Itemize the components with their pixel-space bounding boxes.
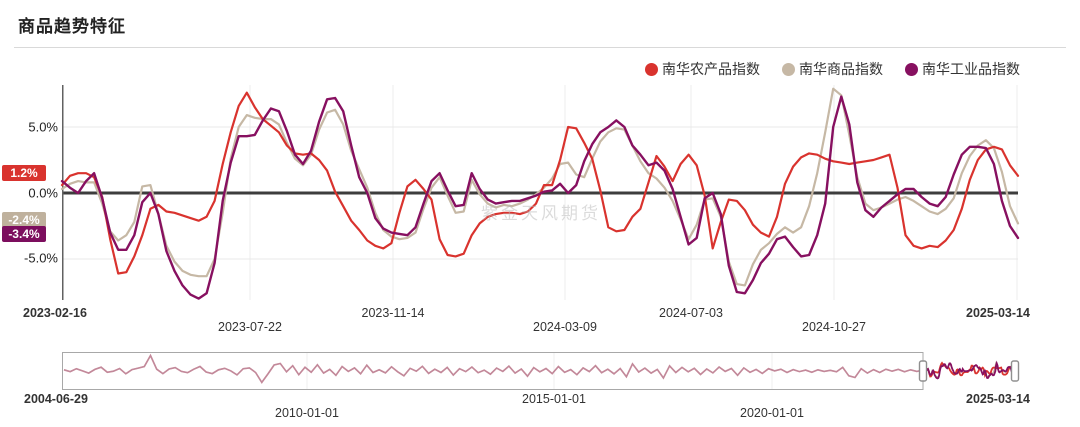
legend-label: 南华商品指数 [799, 61, 883, 77]
title-divider [14, 47, 1066, 48]
y-tick-neg5: -5.0% [24, 250, 58, 266]
x-tick-2: 2023-11-14 [361, 306, 425, 320]
legend-dot-purple-icon [905, 62, 918, 76]
chart-legend: 南华农产品指数 南华商品指数 南华工业品指数 [645, 59, 1020, 79]
legend-label: 南华工业品指数 [922, 61, 1020, 77]
navigator-handle[interactable] [1010, 360, 1020, 382]
legend-item-industrial[interactable]: 南华工业品指数 [905, 59, 1020, 79]
y-tick-0: 0.0% [28, 185, 58, 201]
legend-item-agri[interactable]: 南华农产品指数 [645, 59, 760, 79]
main-line-chart[interactable] [60, 85, 1020, 300]
current-value-badge-industrial: -3.4% [2, 226, 46, 242]
x-tick-4: 2024-07-03 [659, 306, 723, 320]
nav-tick-3: 2020-01-01 [740, 406, 804, 420]
x-tick-5: 2024-10-27 [802, 320, 866, 334]
current-value-badge-commodity: -2.4% [2, 212, 46, 228]
legend-dot-red-icon [645, 62, 658, 76]
navigator-handle[interactable] [918, 360, 928, 382]
nav-tick-1: 2010-01-01 [275, 406, 339, 420]
legend-label: 南华农产品指数 [662, 61, 760, 77]
nav-tick-0: 2004-06-29 [24, 392, 88, 406]
date-range-navigator[interactable] [62, 352, 1024, 390]
nav-tick-4: 2025-03-14 [966, 392, 1030, 406]
page-title: 商品趋势特征 [18, 17, 126, 36]
legend-item-commodity[interactable]: 南华商品指数 [782, 59, 883, 79]
x-tick-3: 2024-03-09 [533, 320, 597, 334]
legend-dot-tan-icon [782, 62, 795, 76]
y-tick-5: 5.0% [28, 119, 58, 135]
x-tick-6: 2025-03-14 [966, 306, 1030, 320]
nav-tick-2: 2015-01-01 [522, 392, 586, 406]
current-value-badge-agri: 1.2% [2, 165, 46, 181]
x-tick-1: 2023-07-22 [218, 320, 282, 334]
x-tick-0: 2023-02-16 [23, 306, 87, 320]
